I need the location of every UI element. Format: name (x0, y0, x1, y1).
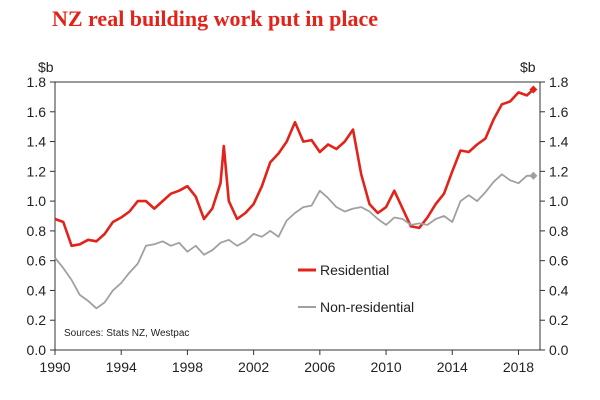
y-tick-label-left: 1.0 (27, 193, 47, 209)
y-unit-right: $b (520, 59, 536, 75)
x-tick-label: 1990 (39, 359, 70, 375)
y-tick-label-right: 1.8 (549, 74, 569, 90)
y-tick-label-right: 1.2 (549, 163, 569, 179)
y-tick-label-right: 0.6 (549, 253, 569, 269)
y-tick-label-right: 0.8 (549, 223, 569, 239)
y-tick-label-left: 0.6 (27, 253, 47, 269)
y-tick-label-right: 1.0 (549, 193, 569, 209)
series-line-non-residential (54, 173, 534, 310)
x-tick-label: 2014 (437, 359, 468, 375)
series-marker-residential (529, 85, 538, 94)
y-tick-label-right: 0.2 (549, 312, 569, 328)
legend-label-non-residential: Non-residential (320, 299, 414, 315)
source-note: Sources: Stats NZ, Westpac (64, 328, 189, 339)
y-tick-label-right: 0.0 (549, 342, 569, 358)
chart-title: NZ real building work put in place (52, 6, 378, 31)
x-tick-label: 2018 (503, 359, 534, 375)
plot-frame (54, 81, 541, 351)
y-tick-label-right: 0.4 (549, 282, 569, 298)
y-tick-label-right: 1.6 (549, 104, 569, 120)
y-tick-label-left: 0.2 (27, 312, 47, 328)
y-tick-label-left: 1.2 (27, 163, 47, 179)
x-tick-label: 1998 (172, 359, 203, 375)
series-line-residential (54, 88, 535, 248)
y-tick-label-right: 1.4 (549, 134, 569, 150)
legend-label-residential: Residential (320, 262, 389, 278)
y-tick-label-left: 0.8 (27, 223, 47, 239)
y-tick-label-left: 0.0 (27, 342, 47, 358)
y-unit-left: $b (38, 59, 54, 75)
y-tick-label-left: 1.6 (27, 104, 47, 120)
x-tick-label: 2006 (304, 359, 335, 375)
x-tick-label: 2002 (238, 359, 269, 375)
series-marker-non-residential (529, 171, 538, 180)
x-tick-label: 1994 (106, 359, 137, 375)
y-tick-label-left: 0.4 (27, 282, 47, 298)
x-tick-label: 2010 (370, 359, 401, 375)
y-tick-label-left: 1.8 (27, 74, 47, 90)
y-tick-label-left: 1.4 (27, 134, 47, 150)
